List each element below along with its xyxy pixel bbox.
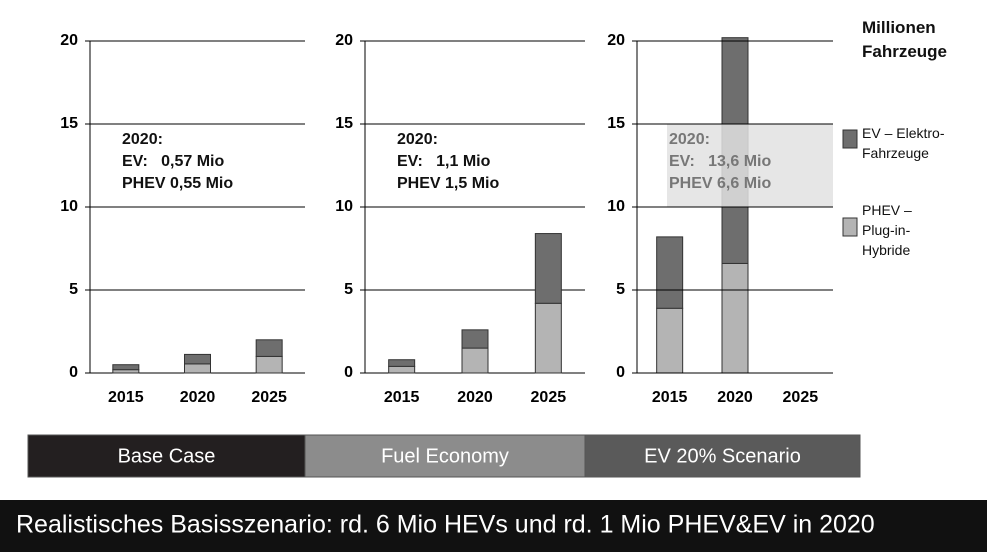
scenario-label: EV 20% Scenario xyxy=(644,445,801,467)
y-tick-label: 10 xyxy=(607,198,625,215)
y-tick-label: 15 xyxy=(335,115,353,132)
annotation: PHEV 0,55 Mio xyxy=(122,175,233,192)
scenario-bar xyxy=(584,434,861,478)
bar-segment xyxy=(184,363,211,374)
footer-band xyxy=(0,500,987,552)
y-tick-label: 15 xyxy=(60,115,78,132)
y-tick-label: 20 xyxy=(60,32,78,49)
annotation: 2020: xyxy=(122,131,163,148)
y-tick-label: 0 xyxy=(69,364,78,381)
scenario-bar xyxy=(304,434,586,478)
scenario-label: Fuel Economy xyxy=(381,445,509,467)
bar-segment xyxy=(534,233,562,304)
annotation: EV: 0,57 Mio xyxy=(122,153,224,170)
annotation: EV: 1,1 Mio xyxy=(397,153,491,170)
bar-segment xyxy=(255,339,283,357)
y-tick-label: 0 xyxy=(616,364,625,381)
y-tick-label: 5 xyxy=(616,281,625,298)
scenario-bar xyxy=(27,434,306,478)
bar-segment xyxy=(184,353,211,365)
x-tick-label: 2015 xyxy=(652,389,688,406)
annotation: 2020: xyxy=(669,131,710,148)
y-tick-label: 10 xyxy=(335,198,353,215)
x-tick-label: 2020 xyxy=(717,389,753,406)
y-tick-label: 20 xyxy=(335,32,353,49)
legend-swatch xyxy=(842,217,858,237)
x-tick-label: 2025 xyxy=(783,389,819,406)
x-tick-label: 2020 xyxy=(457,389,493,406)
bar-segment xyxy=(112,364,140,371)
legend-title: Millionen Fahrzeuge xyxy=(862,18,948,61)
bar-segment xyxy=(255,355,283,374)
y-tick-label: 5 xyxy=(69,281,78,298)
bar-segment xyxy=(656,307,684,374)
annotation: PHEV 6,6 Mio xyxy=(669,175,771,192)
scenario-label: Base Case xyxy=(118,445,216,467)
x-tick-label: 2025 xyxy=(251,389,287,406)
y-tick-label: 5 xyxy=(344,281,353,298)
x-tick-label: 2015 xyxy=(108,389,144,406)
annotation-box xyxy=(667,124,833,207)
annotation: EV: 13,6 Mio xyxy=(669,153,771,170)
legend-label: EV – Elektro-Fahrzeuge xyxy=(862,125,945,161)
legend-label: PHEV – Plug-in-Hybride xyxy=(862,202,912,258)
bar-segment xyxy=(388,359,416,367)
x-tick-label: 2020 xyxy=(180,389,216,406)
y-tick-label: 15 xyxy=(607,115,625,132)
bar-segment xyxy=(461,329,489,349)
legend-swatch xyxy=(842,129,858,149)
footer-text: Realistisches Basisszenario: rd. 6 Mio H… xyxy=(16,511,875,539)
bar-segment xyxy=(534,302,562,374)
bar-segment xyxy=(461,347,489,374)
bar-segment xyxy=(388,365,416,374)
x-tick-label: 2015 xyxy=(384,389,420,406)
x-tick-label: 2025 xyxy=(531,389,567,406)
y-tick-label: 0 xyxy=(344,364,353,381)
annotation: 2020: xyxy=(397,131,438,148)
bar-segment xyxy=(656,236,684,309)
y-tick-label: 10 xyxy=(60,198,78,215)
bar-segment xyxy=(721,262,749,374)
y-tick-label: 20 xyxy=(607,32,625,49)
annotation: PHEV 1,5 Mio xyxy=(397,175,499,192)
